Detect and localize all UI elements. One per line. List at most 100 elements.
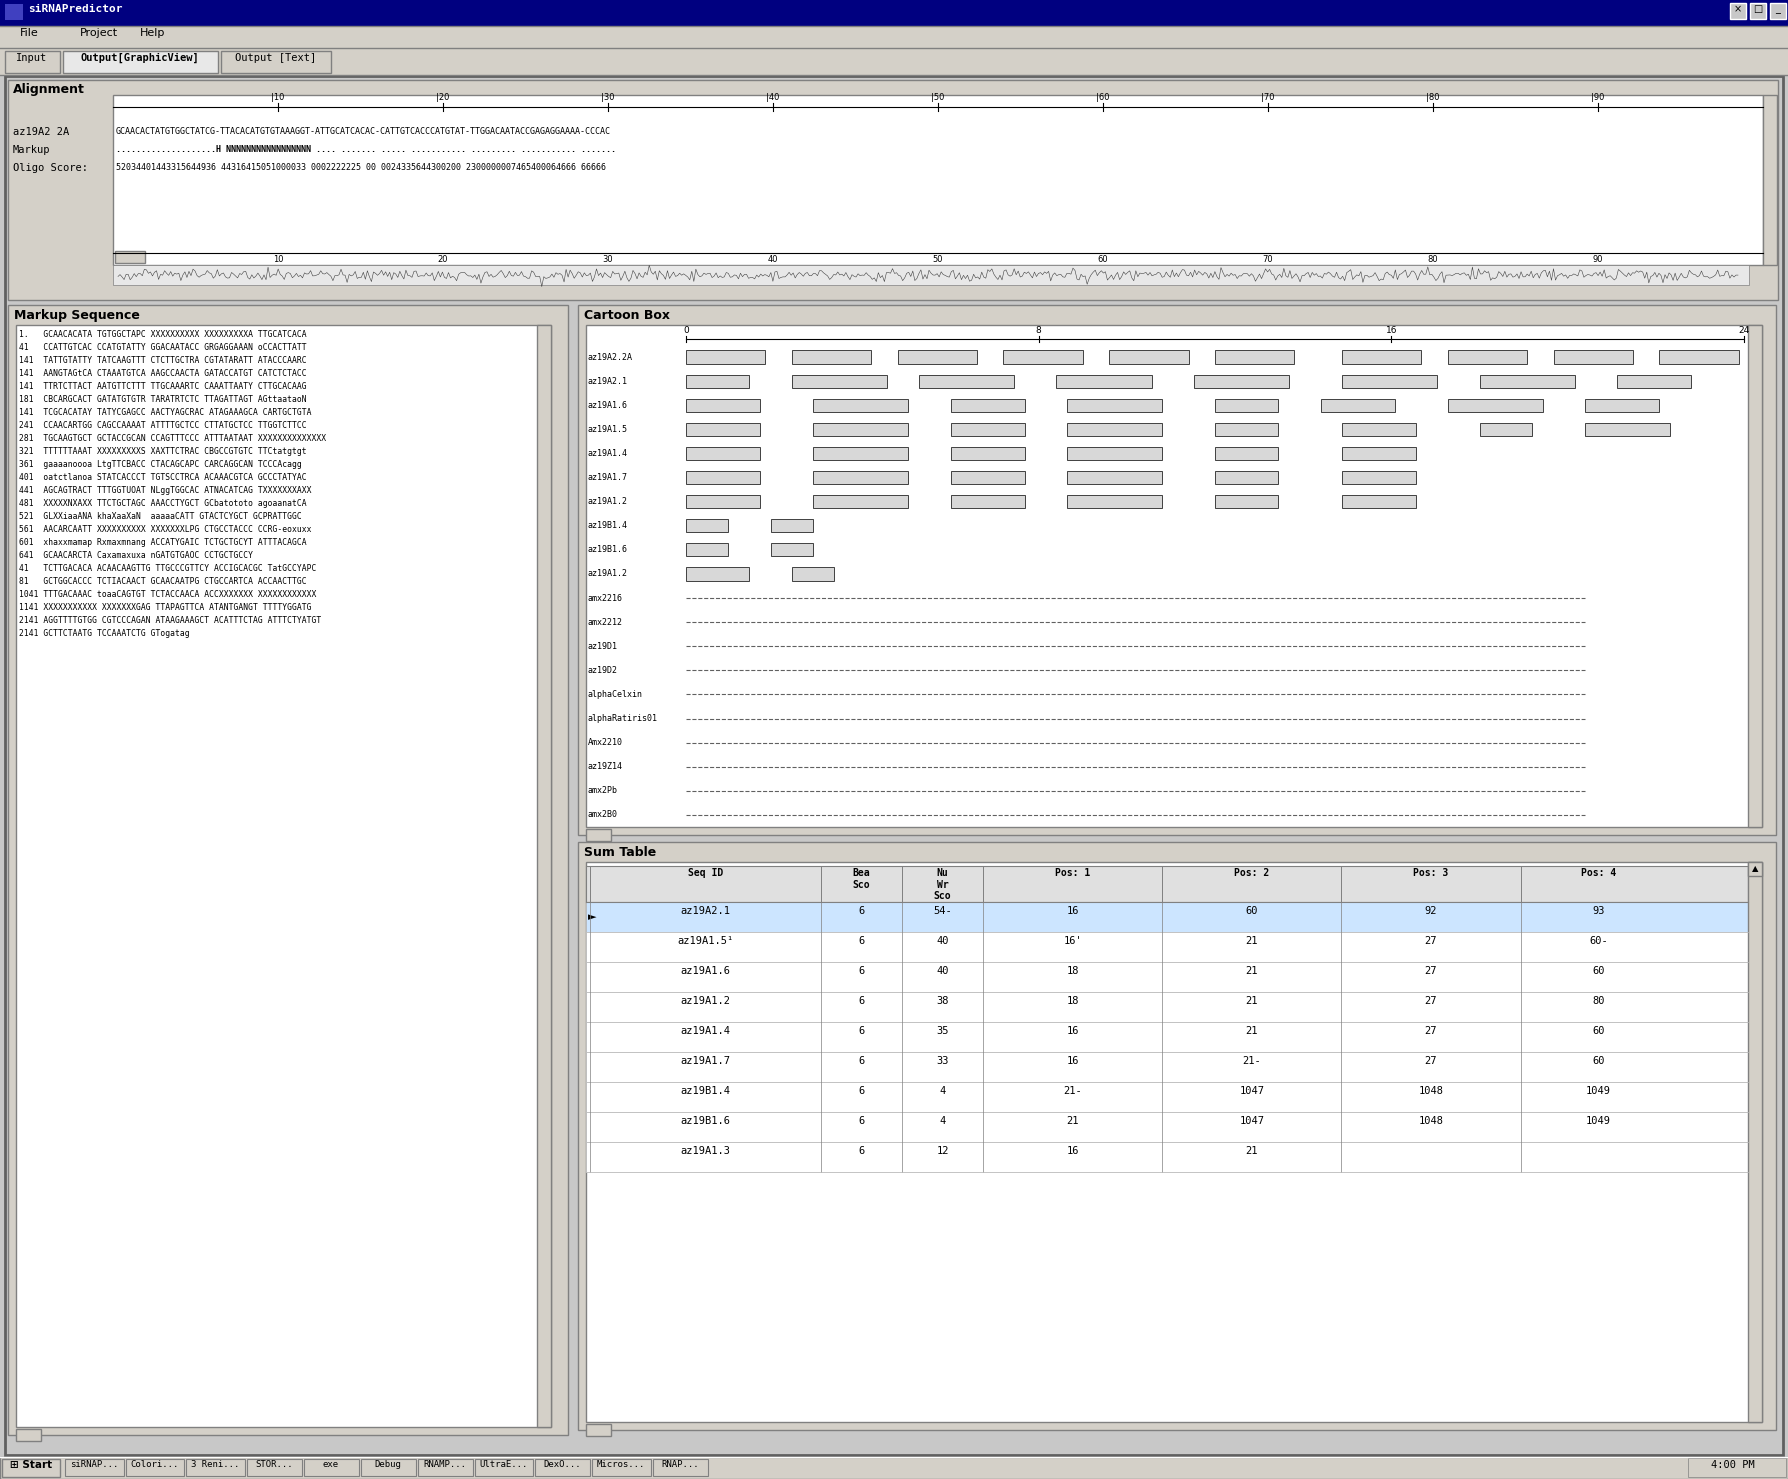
Text: 18: 18 (1066, 966, 1078, 976)
Text: 10: 10 (274, 254, 283, 263)
Text: Markup Sequence: Markup Sequence (14, 309, 139, 322)
Text: |10: |10 (272, 93, 284, 102)
Text: 27: 27 (1425, 1026, 1438, 1035)
Text: 80: 80 (1593, 995, 1606, 1006)
Text: az19B1.4: az19B1.4 (588, 521, 628, 531)
Text: 6: 6 (858, 1146, 865, 1157)
Text: 27: 27 (1425, 995, 1438, 1006)
Text: 141  TCGCACATAY TATYCGAGCC AACTYAGCRAC ATAGAAAGCA CARTGCTGTA: 141 TCGCACATAY TATYCGAGCC AACTYAGCRAC AT… (20, 408, 311, 417)
Text: Alignment: Alignment (13, 83, 84, 96)
Bar (1554, 351, 1632, 364)
Text: 50: 50 (933, 254, 944, 263)
Text: 81   GCTGGCACCC TCTIACAACT GCAACAATPG CTGCCARTCA ACCAACTTGC: 81 GCTGGCACCC TCTIACAACT GCAACAATPG CTGC… (20, 577, 306, 586)
Text: 321  TTTTTTAAAT XXXXXXXXXS XAXTTCTRAC CBGCCGTGTC TTCtatgtgt: 321 TTTTTTAAAT XXXXXXXXXS XAXTTCTRAC CBG… (20, 447, 306, 456)
Bar (586, 902, 1749, 932)
Bar (814, 495, 908, 509)
Text: alphaRatiris01: alphaRatiris01 (588, 714, 658, 723)
Text: 35: 35 (937, 1026, 949, 1035)
Bar (114, 251, 145, 263)
Bar (186, 1458, 245, 1476)
Bar (586, 1022, 1749, 1052)
Bar (1003, 351, 1084, 364)
Bar (1343, 423, 1416, 436)
Text: 1047: 1047 (1239, 1117, 1264, 1126)
Bar (814, 447, 908, 460)
Text: 2141 GCTTCTAATG TCCAAATCTG GTogatag: 2141 GCTTCTAATG TCCAAATCTG GTogatag (20, 629, 190, 637)
Bar (1067, 470, 1162, 484)
Bar (592, 1458, 651, 1476)
Text: Seq ID: Seq ID (688, 868, 722, 879)
Text: 141  AANGTAGtCA CTAAATGTCA AAGCCAACTA GATACCATGT CATCTCTACC: 141 AANGTAGtCA CTAAATGTCA AAGCCAACTA GAT… (20, 368, 306, 379)
Text: 18: 18 (1066, 995, 1078, 1006)
Text: Debug: Debug (374, 1460, 402, 1469)
Text: 481  XXXXXNXAXX TTCTGCTAGC AAACCTYGCT GCbatototo agoaanatCA: 481 XXXXXNXAXX TTCTGCTAGC AAACCTYGCT GCb… (20, 498, 306, 507)
Text: az19A1.6: az19A1.6 (588, 401, 628, 410)
Text: ⊞ Start: ⊞ Start (11, 1460, 52, 1470)
Text: 16: 16 (1066, 1056, 1078, 1066)
Bar (792, 351, 871, 364)
Text: 1049: 1049 (1586, 1086, 1611, 1096)
Text: Cartoon Box: Cartoon Box (585, 309, 670, 322)
Text: Amx2210: Amx2210 (588, 738, 622, 747)
Text: 60-: 60- (1590, 936, 1607, 947)
Text: 54-: 54- (933, 907, 951, 916)
Text: 92: 92 (1425, 907, 1438, 916)
Text: 141  TATTGTATTY TATCAAGTTT CTCTTGCTRA CGTATARATT ATACCCAARC: 141 TATTGTATTY TATCAAGTTT CTCTTGCTRA CGT… (20, 356, 306, 365)
Text: az19B1.6: az19B1.6 (681, 1117, 731, 1126)
Text: Help: Help (139, 28, 164, 38)
Bar (586, 932, 1749, 961)
Bar (771, 519, 814, 532)
Bar (0, 27, 1788, 47)
Bar (586, 862, 1761, 1421)
Bar (586, 1142, 1749, 1171)
Text: 60: 60 (1246, 907, 1259, 916)
Text: 90: 90 (1593, 254, 1604, 263)
Text: 60: 60 (1593, 1026, 1606, 1035)
Text: |20: |20 (436, 93, 451, 102)
Text: az19D2: az19D2 (588, 666, 619, 674)
Text: 1041 TTTGACAAAC toaaCAGTGT TCTACCAACA ACCXXXXXXX XXXXXXXXXXXX: 1041 TTTGACAAAC toaaCAGTGT TCTACCAACA AC… (20, 590, 316, 599)
Bar (1216, 351, 1295, 364)
Text: Bea
Sco: Bea Sco (853, 868, 871, 889)
Text: 8: 8 (1035, 325, 1042, 336)
Text: GCAACACTATGTGGCTATCG-TTACACATGTGTAAAGGT-ATTGCATCACAC-CATTGTCACCCATGTAT-TTGGACAAT: GCAACACTATGTGGCTATCG-TTACACATGTGTAAAGGT-… (116, 127, 611, 136)
Bar (771, 543, 814, 556)
Bar (951, 447, 1025, 460)
Text: az19Z14: az19Z14 (588, 762, 622, 771)
Bar (1067, 423, 1162, 436)
Text: 21-: 21- (1243, 1056, 1261, 1066)
Bar (1616, 374, 1691, 387)
Bar (586, 830, 611, 842)
Text: 4:00 PM: 4:00 PM (1711, 1460, 1754, 1470)
Bar (792, 568, 835, 581)
Bar (304, 1458, 359, 1476)
Text: 27: 27 (1425, 966, 1438, 976)
Text: Sum Table: Sum Table (585, 846, 656, 859)
Bar (1109, 351, 1189, 364)
Bar (687, 423, 760, 436)
Text: 21: 21 (1246, 1026, 1259, 1035)
Bar (5, 50, 61, 72)
Text: 41   TCTTGACACA ACAACAAGTTG TTGCCCGTTCY ACCIGCACGC TatGCCYAPC: 41 TCTTGACACA ACAACAAGTTG TTGCCCGTTCY AC… (20, 563, 316, 572)
Text: ....................H NNNNNNNNNNNNNNNNN .... ....... ..... ........... .........: ....................H NNNNNNNNNNNNNNNNN … (116, 145, 617, 154)
Text: UltraE...: UltraE... (479, 1460, 527, 1469)
Bar (687, 447, 760, 460)
Bar (1343, 374, 1438, 387)
Text: Pos: 1: Pos: 1 (1055, 868, 1091, 879)
Text: 1.   GCAACACATA TGTGGCTAPC XXXXXXXXXX XXXXXXXXXA TTGCATCACA: 1. GCAACACATA TGTGGCTAPC XXXXXXXXXX XXXX… (20, 330, 306, 339)
Bar (5, 4, 23, 21)
Bar (586, 325, 1761, 827)
Text: 1047: 1047 (1239, 1086, 1264, 1096)
Text: siRNAP...: siRNAP... (70, 1460, 118, 1469)
Text: Micros...: Micros... (597, 1460, 645, 1469)
Text: _: _ (1775, 4, 1781, 13)
Bar (2, 1458, 61, 1478)
Text: 38: 38 (937, 995, 949, 1006)
Text: 60: 60 (1098, 254, 1109, 263)
Text: az19A1.2: az19A1.2 (588, 569, 628, 578)
Text: 521  GLXXiaaANA khaXaaXaN  aaaaaCATT GTACTCYGCT GCPRATTGGC: 521 GLXXiaaANA khaXaaXaN aaaaaCATT GTACT… (20, 512, 302, 521)
Text: |80: |80 (1427, 93, 1439, 102)
Text: 1141 XXXXXXXXXXX XXXXXXXGAG TTAPAGTTCA ATANTGANGT TTTTYGGATG: 1141 XXXXXXXXXXX XXXXXXXGAG TTAPAGTTCA A… (20, 603, 311, 612)
Text: ►: ► (588, 913, 597, 921)
Bar (247, 1458, 302, 1476)
